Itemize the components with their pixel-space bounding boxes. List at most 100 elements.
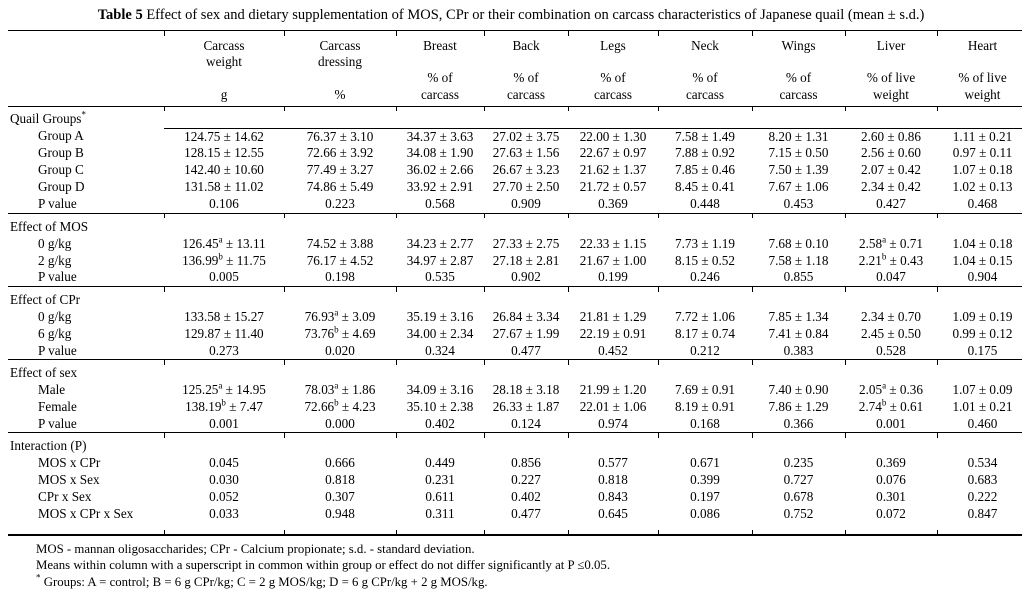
section-spacer [752, 365, 845, 382]
data-cell: 7.73 ± 1.19 [675, 235, 735, 251]
data-cell: 0.577 [598, 454, 628, 470]
table-row: Group C 142.40 ± 10.60 77.49 ± 3.27 36.02 ±… [8, 162, 1022, 179]
column-header-heart: Heart % of live weight [937, 36, 1022, 107]
column-unit: % of carcass [593, 70, 633, 102]
section-header-row: Interaction (P) [8, 438, 1022, 455]
data-cell: 0.402 [511, 488, 541, 504]
section-header-row: Quail Groups* [8, 109, 1022, 129]
section-underline [284, 111, 396, 129]
data-cell: 0.399 [690, 471, 720, 487]
data-cell: 7.85 ± 1.34 [768, 308, 829, 324]
column-name: Liver [876, 37, 906, 53]
data-cell: 2.34 ± 0.42 [861, 179, 921, 195]
rule-separator [8, 359, 1022, 365]
table-body: Quail Groups* Group A 124.75 ± 14.62 76.37 … [8, 109, 1022, 536]
data-cell: 7.40 ± 0.90 [768, 381, 829, 397]
data-cell: 1.04 ± 0.15 [952, 252, 1013, 268]
column-tick [657, 30, 752, 36]
data-cell: 27.02 ± 3.75 [492, 128, 560, 144]
data-cell: 22.19 ± 0.91 [579, 325, 647, 341]
data-cell: 0.671 [690, 454, 720, 470]
data-cell: 0.076 [876, 471, 906, 487]
data-cell: 0.448 [690, 196, 720, 212]
data-cell: 21.81 ± 1.29 [579, 308, 647, 324]
rule-separator [8, 30, 1022, 36]
data-cell: 0.000 [325, 415, 355, 431]
section-label: Effect of sex [10, 364, 78, 380]
data-cell: 136.99b ± 11.75 [182, 251, 266, 268]
data-cell: 34.37 ± 3.63 [406, 128, 474, 144]
row-label: Female [38, 398, 77, 414]
section-spacer [845, 292, 937, 309]
data-cell: 2.60 ± 0.86 [861, 128, 921, 144]
data-cell: 0.818 [325, 471, 355, 487]
data-cell: 0.727 [783, 471, 814, 487]
data-cell: 34.00 ± 2.34 [406, 325, 474, 341]
column-header-neck: Neck % of carcass [658, 36, 752, 107]
section-spacer [658, 438, 752, 455]
data-cell: 2.21b ± 0.43 [858, 251, 924, 268]
row-label: Group D [38, 179, 85, 195]
column-unit: g [220, 87, 228, 102]
column-header-wings: Wings % of carcass [752, 36, 845, 107]
section-label: Quail Groups* [10, 109, 86, 127]
rule-cell [8, 286, 164, 292]
column-tick [936, 432, 1022, 438]
section-spacer [752, 218, 845, 235]
section-spacer [752, 438, 845, 455]
column-tick [163, 529, 284, 536]
row-label: MOS x Sex [38, 471, 100, 487]
column-tick [484, 523, 568, 530]
column-tick [936, 359, 1022, 365]
column-tick [752, 523, 845, 530]
data-cell: 74.86 ± 5.49 [306, 179, 374, 195]
row-label: CPr x Sex [38, 488, 92, 504]
footnote: MOS - mannan oligosaccharides; CPr - Cal… [36, 541, 475, 556]
data-cell: 0.199 [598, 269, 628, 285]
section-spacer [484, 292, 568, 309]
data-cell: 77.49 ± 3.27 [306, 162, 374, 178]
data-cell: 0.611 [425, 488, 455, 504]
data-cell: 73.76b ± 4.69 [304, 324, 376, 341]
data-cell: 0.568 [425, 196, 455, 212]
table-row: P value 0.273 0.020 0.324 0.477 0.452 0.212 0.3… [8, 343, 1022, 360]
rule-separator [8, 432, 1022, 438]
empty-header-cell [8, 36, 164, 107]
data-cell: 0.904 [967, 269, 998, 285]
section-spacer [568, 365, 658, 382]
table-row: P value 0.106 0.223 0.568 0.909 0.369 0.448 0.4… [8, 196, 1022, 213]
data-cell: 0.106 [209, 196, 239, 212]
data-cell: 0.477 [511, 342, 541, 358]
column-tick [163, 432, 284, 438]
column-name: Back [512, 37, 540, 53]
table-row: P value 0.005 0.198 0.535 0.902 0.199 0.246 0.8… [8, 269, 1022, 286]
column-tick [657, 286, 752, 292]
data-cell: 0.175 [967, 342, 998, 358]
data-cell: 0.052 [209, 488, 239, 504]
rule-separator [8, 523, 1022, 530]
data-cell: 0.683 [967, 471, 998, 487]
section-spacer [396, 218, 484, 235]
data-cell: 0.452 [598, 342, 628, 358]
section-spacer [396, 365, 484, 382]
column-unit: % of live weight [866, 70, 916, 102]
section-spacer [484, 438, 568, 455]
data-cell: 7.86 ± 1.29 [768, 398, 829, 414]
column-tick [163, 286, 284, 292]
data-cell: 0.528 [876, 342, 906, 358]
data-cell: 27.67 ± 1.99 [492, 325, 560, 341]
table-row: 0 g/kg 126.45a ± 13.11 74.52 ± 3.88 34.23 ±… [8, 235, 1022, 252]
data-cell: 0.460 [967, 415, 998, 431]
column-tick [164, 523, 284, 530]
section-spacer [568, 292, 658, 309]
section-spacer [845, 365, 937, 382]
data-cell: 0.856 [511, 454, 541, 470]
column-tick [751, 529, 845, 536]
column-tick [844, 286, 937, 292]
column-tick [751, 359, 845, 365]
column-header-back: Back % of carcass [484, 36, 568, 107]
section-spacer [658, 365, 752, 382]
column-tick [395, 105, 484, 112]
column-tick [483, 105, 568, 112]
data-cell: 34.23 ± 2.77 [406, 235, 474, 251]
